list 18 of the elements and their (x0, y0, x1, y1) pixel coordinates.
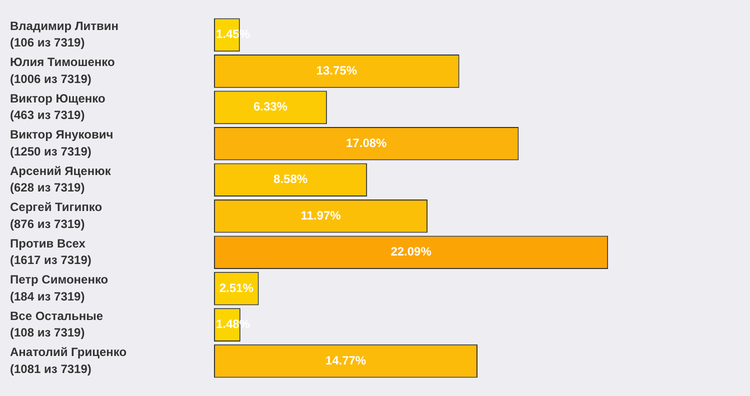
y-tick-label: Владимир Литвин (106 из 7319) (10, 18, 119, 50)
data-label: 6.33% (253, 100, 288, 114)
y-tick-label: Арсений Яценюк (628 из 7319) (10, 164, 112, 195)
data-label: 14.77% (325, 353, 366, 368)
y-tick-label: Сергей Тигипко (876 из 7319) (10, 200, 102, 231)
y-tick-label: Против Всех (1617 из 7319) (10, 236, 92, 268)
data-label: 22.09% (390, 244, 432, 259)
data-label: 8.58% (274, 172, 308, 186)
data-label: 17.08% (346, 136, 388, 150)
y-tick-label: Петр Симоненко (184 из 7319) (10, 272, 108, 304)
y-tick-label: Виктор Ющенко (463 из 7319) (10, 91, 106, 122)
y-tick-label: Все Остальные (108 из 7319) (10, 308, 104, 340)
y-tick-label: Виктор Янукович (1250 из 7319) (10, 128, 114, 158)
data-label: 2.51% (219, 280, 254, 295)
y-tick-label: Юлия Тимошенко (1006 из 7319) (10, 55, 115, 86)
data-label: 11.97% (300, 208, 342, 222)
data-label: 13.75% (316, 63, 358, 78)
y-tick-label: Анатолий Гриценко (1081 из 7319) (10, 344, 127, 376)
